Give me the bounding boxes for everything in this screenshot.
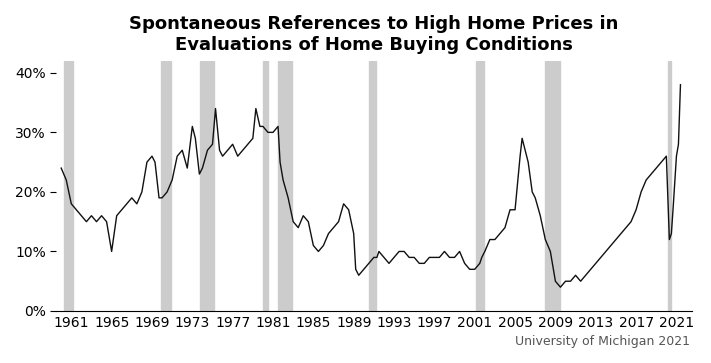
Bar xyxy=(278,61,292,311)
Text: University of Michigan 2021: University of Michigan 2021 xyxy=(515,335,690,348)
Bar xyxy=(545,61,560,311)
Bar xyxy=(200,61,214,311)
Title: Spontaneous References to High Home Prices in
Evaluations of Home Buying Conditi: Spontaneous References to High Home Pric… xyxy=(129,15,619,54)
Bar xyxy=(369,61,375,311)
Bar xyxy=(263,61,268,311)
Bar xyxy=(161,61,171,311)
Bar xyxy=(64,61,73,311)
Bar xyxy=(668,61,671,311)
Bar xyxy=(476,61,484,311)
